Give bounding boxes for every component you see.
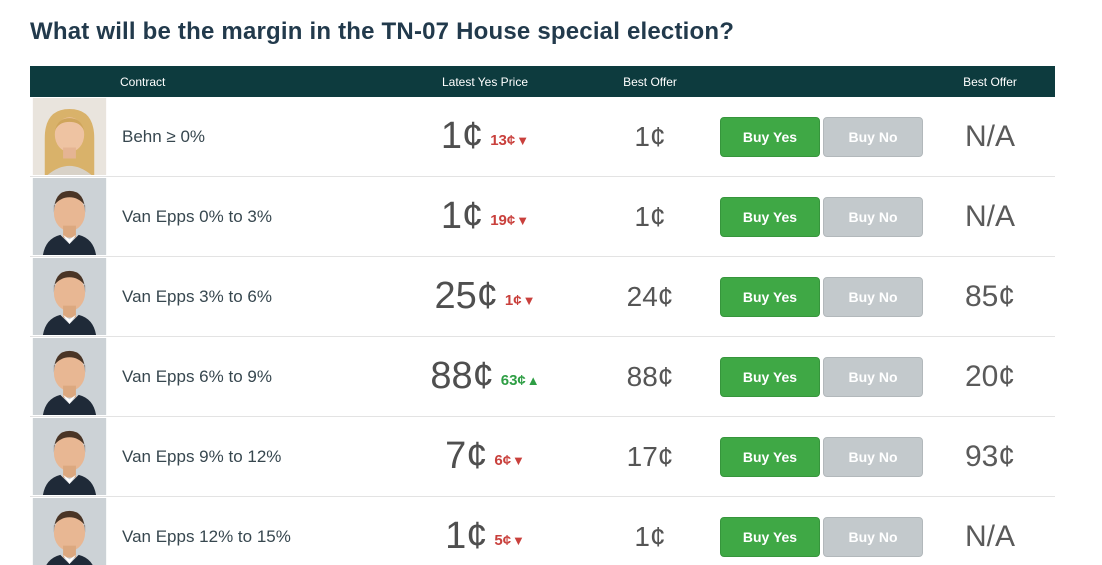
contract-avatar (30, 97, 120, 176)
trade-buttons: Buy Yes Buy No (720, 196, 925, 237)
yes-price-value: 25¢ (434, 275, 498, 317)
latest-yes-price-cell: 88¢ 63¢ ▲ (390, 355, 580, 398)
price-change-arrow-icon: ▼ (512, 533, 525, 548)
buy-no-button[interactable]: Buy No (823, 436, 923, 477)
price-change: 19¢ ▼ (490, 204, 529, 229)
contract-avatar (30, 417, 120, 496)
best-offer-no-price: N/A (964, 199, 1015, 233)
yes-price-value: 1¢ (445, 515, 488, 557)
table-row: Van Epps 9% to 12% 7¢ 6¢ ▼ 17¢ Buy Yes Bu… (30, 417, 1055, 497)
buy-yes-button[interactable]: Buy Yes (720, 276, 820, 317)
price-change-value: 63¢ (500, 372, 526, 389)
table-row: Van Epps 3% to 6% 25¢ 1¢ ▼ 24¢ Buy Yes Bu… (30, 257, 1055, 337)
buy-yes-button[interactable]: Buy Yes (720, 356, 820, 397)
price-change: 63¢ ▲ (501, 364, 540, 389)
yes-price-value: 1¢ (440, 115, 484, 157)
buy-yes-button[interactable]: Buy Yes (720, 196, 820, 237)
trade-buttons: Buy Yes Buy No (720, 116, 925, 157)
avatar-van-epps-image (32, 258, 107, 335)
buy-no-button[interactable]: Buy No (823, 276, 923, 317)
contract-name: Van Epps 12% to 15% (122, 526, 291, 546)
best-offer-no-price: N/A (964, 519, 1015, 553)
price-change: 5¢ ▼ (494, 524, 525, 549)
best-offer-yes-price: 1¢ (634, 520, 666, 552)
table-header-row: Contract Latest Yes Price Best Offer Bes… (30, 66, 1055, 97)
contract-name: Van Epps 0% to 3% (122, 206, 272, 226)
price-change: 1¢ ▼ (505, 284, 536, 309)
trade-buttons: Buy Yes Buy No (720, 356, 925, 397)
price-change-arrow-icon: ▼ (516, 133, 530, 148)
contract-name: Behn ≥ 0% (122, 126, 206, 146)
price-change-value: 1¢ (504, 292, 522, 309)
price-change: 6¢ ▼ (494, 444, 525, 469)
best-offer-yes-price: 24¢ (626, 280, 674, 312)
latest-yes-price-cell: 1¢ 19¢ ▼ (390, 195, 580, 238)
price-change-value: 13¢ (490, 132, 516, 149)
avatar-van-epps-image (32, 418, 107, 495)
price-change-arrow-icon: ▼ (516, 213, 530, 228)
price-change-arrow-icon: ▲ (526, 373, 540, 388)
header-contract: Contract (120, 74, 166, 89)
best-offer-yes-price: 17¢ (626, 440, 674, 472)
buy-no-button[interactable]: Buy No (823, 196, 923, 237)
price-change: 13¢ ▼ (490, 124, 529, 149)
buy-yes-button[interactable]: Buy Yes (720, 116, 820, 157)
avatar-van-epps-image (32, 178, 107, 255)
table-row: Van Epps 0% to 3% 1¢ 19¢ ▼ 1¢ Buy Yes Buy… (30, 177, 1055, 257)
trade-buttons: Buy Yes Buy No (720, 276, 925, 317)
header-latest-yes-price: Latest Yes Price (441, 74, 529, 89)
contract-avatar (30, 337, 120, 416)
contract-avatar (30, 257, 120, 336)
yes-price-value: 1¢ (440, 195, 484, 237)
yes-price-value: 7¢ (445, 435, 488, 477)
avatar-van-epps-image (32, 338, 107, 415)
table-row: Behn ≥ 0% 1¢ 13¢ ▼ 1¢ Buy Yes Buy No N/A (30, 97, 1055, 177)
latest-yes-price-cell: 25¢ 1¢ ▼ (390, 275, 580, 318)
best-offer-no-price: N/A (964, 119, 1015, 153)
price-change-value: 5¢ (494, 532, 512, 549)
best-offer-yes-price: 88¢ (626, 360, 674, 392)
best-offer-no-price: 93¢ (964, 439, 1016, 473)
page-title: What will be the margin in the TN-07 Hou… (30, 18, 735, 45)
price-change-arrow-icon: ▼ (512, 453, 525, 468)
price-change-value: 19¢ (490, 212, 516, 229)
contract-name: Van Epps 3% to 6% (122, 286, 272, 306)
buy-no-button[interactable]: Buy No (823, 516, 923, 557)
yes-price-value: 88¢ (430, 355, 494, 397)
best-offer-no-price: 20¢ (964, 359, 1016, 393)
contract-name: Van Epps 6% to 9% (122, 366, 272, 386)
contract-avatar (30, 177, 120, 256)
price-change-value: 6¢ (494, 452, 512, 469)
buy-yes-button[interactable]: Buy Yes (720, 516, 820, 557)
table-row: Van Epps 6% to 9% 88¢ 63¢ ▲ 88¢ Buy Yes B… (30, 337, 1055, 417)
latest-yes-price-cell: 1¢ 5¢ ▼ (390, 515, 580, 558)
header-best-offer-no: Best Offer (963, 74, 1017, 89)
buy-yes-button[interactable]: Buy Yes (720, 436, 820, 477)
best-offer-no-price: 85¢ (964, 279, 1016, 313)
buy-no-button[interactable]: Buy No (823, 116, 923, 157)
best-offer-yes-price: 1¢ (634, 200, 666, 232)
avatar-van-epps-image (32, 498, 107, 565)
header-best-offer-yes: Best Offer (623, 74, 677, 89)
contract-avatar (30, 497, 120, 565)
trade-buttons: Buy Yes Buy No (720, 436, 925, 477)
buy-no-button[interactable]: Buy No (823, 356, 923, 397)
table-row: Van Epps 12% to 15% 1¢ 5¢ ▼ 1¢ Buy Yes Bu… (30, 497, 1055, 565)
best-offer-yes-price: 1¢ (634, 120, 666, 152)
latest-yes-price-cell: 1¢ 13¢ ▼ (390, 115, 580, 158)
market-table: Contract Latest Yes Price Best Offer Bes… (30, 66, 1055, 565)
avatar-behn-image (32, 98, 107, 175)
trade-buttons: Buy Yes Buy No (720, 516, 925, 557)
price-change-arrow-icon: ▼ (522, 293, 536, 308)
latest-yes-price-cell: 7¢ 6¢ ▼ (390, 435, 580, 478)
contract-name: Van Epps 9% to 12% (122, 446, 282, 466)
